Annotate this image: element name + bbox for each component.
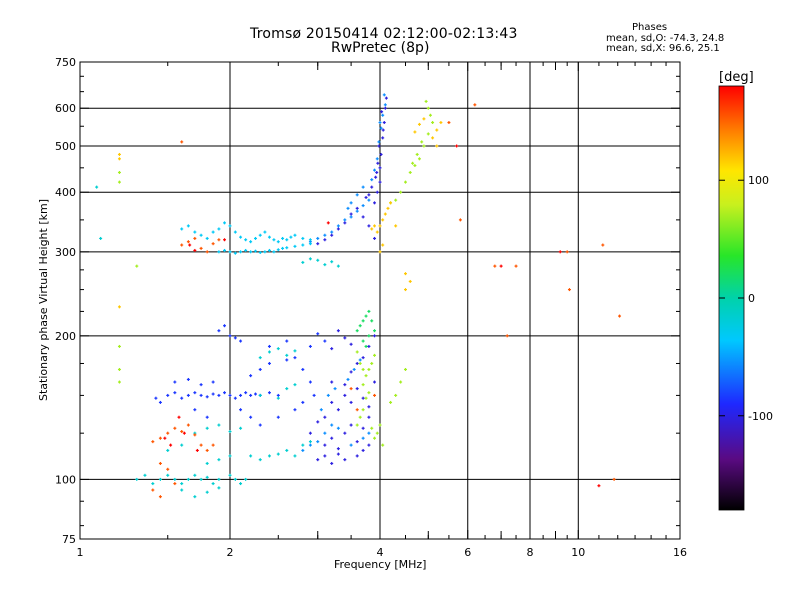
x-axis-label: Frequency [MHz] — [334, 558, 427, 571]
colorbar-tick-label: 100 — [748, 174, 769, 187]
chart-subtitle: RwPretec (8p) — [331, 40, 430, 56]
y-tick-label: 100 — [55, 473, 76, 486]
data-points — [95, 93, 622, 499]
y-axis-label: Stationary phase Virtual Height [km] — [37, 198, 50, 402]
y-tick-label: 300 — [55, 246, 76, 259]
phases-label: Phases — [632, 22, 668, 33]
y-tick-label: 750 — [55, 56, 76, 69]
colorbar-tick-label: 0 — [748, 292, 755, 305]
y-tick-label: 400 — [55, 186, 76, 199]
y-tick-label: 200 — [55, 330, 76, 343]
x-tick-label: 16 — [673, 546, 687, 559]
x-tick-label: 4 — [377, 546, 384, 559]
x-tick-label: 2 — [227, 546, 234, 559]
axes: 1 2 4 6 8 10 16 75 100 200 300 400 500 600 750 — [55, 56, 687, 559]
y-tick-label: 600 — [55, 102, 76, 115]
o-mode-stats: mean, sd,O: -74.3, 24.8 — [606, 33, 725, 44]
x-tick-label: 10 — [571, 546, 585, 559]
colorbar-tick-label: -100 — [748, 410, 773, 423]
y-tick-label: 75 — [62, 533, 76, 546]
x-tick-label: 8 — [527, 546, 534, 559]
x-tick-label: 6 — [464, 546, 471, 559]
chart-title: Tromsø 20150414 02:12:00-02:13:43 — [250, 26, 518, 42]
x-mode-stats: mean, sd,X: 96.6, 25.1 — [606, 43, 720, 54]
x-tick-label: 1 — [77, 546, 84, 559]
colorbar-ticks: 100 0 -100 — [718, 85, 773, 511]
grid-lines — [80, 62, 680, 539]
y-tick-label: 500 — [55, 140, 76, 153]
colorbar-label: [deg] — [719, 70, 754, 85]
